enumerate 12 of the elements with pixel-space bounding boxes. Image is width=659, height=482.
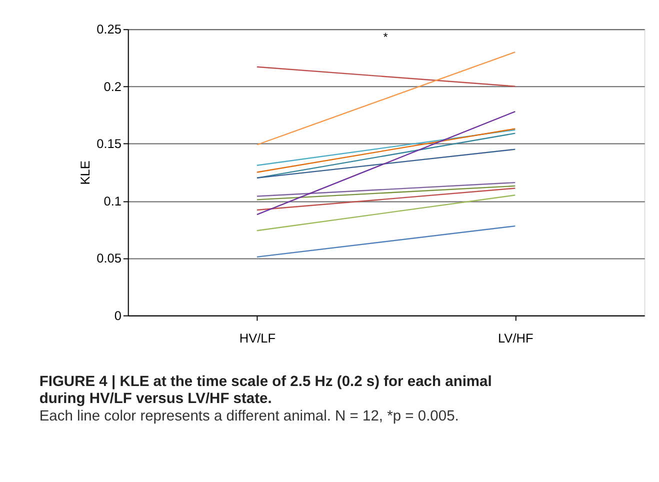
y-tick-label: 0.1: [104, 193, 122, 208]
x-tick-label: LV/HF: [498, 330, 534, 346]
annotation: *: [383, 30, 388, 44]
text: FIGURE 4 | KLE at the time scale of 2.5 Hz (0.2 s) for each animal during HV/LF versus LV/HF state.: [39, 374, 492, 407]
y-tick-label: 0.25: [96, 22, 122, 37]
y-tick-label: 0.05: [96, 250, 122, 266]
y-axis-title: KLE: [78, 160, 93, 185]
y-tick-label: 0: [114, 308, 122, 323]
text: Each line color represents a different animal. N = 12, *p = 0.005.: [39, 408, 459, 425]
y-tick-label: 0.2: [104, 78, 122, 94]
x-tick-label: HV/LF: [239, 330, 276, 346]
y-tick-label: 0.15: [96, 136, 122, 152]
